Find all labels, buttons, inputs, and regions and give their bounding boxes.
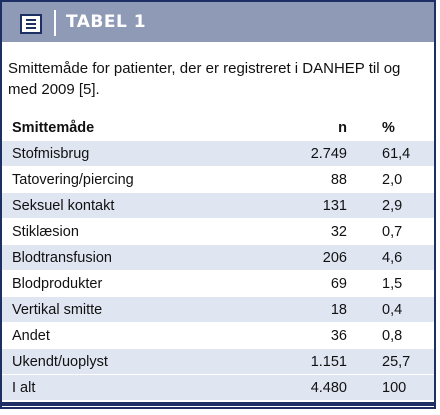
table-header-row: Smittemåde n % bbox=[2, 116, 434, 141]
table-row: Seksuel kontakt 131 2,9 bbox=[2, 192, 434, 219]
row-n: 2.749 bbox=[297, 140, 347, 167]
table-row: Stiklæsion 32 0,7 bbox=[2, 218, 434, 245]
table-title: TABEL 1 bbox=[66, 12, 147, 32]
row-n: 206 bbox=[297, 244, 347, 271]
row-label: Vertikal smitte bbox=[2, 296, 297, 323]
column-header-smittemade: Smittemåde bbox=[12, 120, 95, 136]
row-pct: 0,7 bbox=[347, 218, 434, 245]
table-row: Vertikal smitte 18 0,4 bbox=[2, 296, 434, 323]
row-pct: 61,4 bbox=[347, 140, 434, 167]
row-n: 1.151 bbox=[297, 348, 347, 375]
column-header-n: n bbox=[338, 120, 347, 136]
row-pct: 25,7 bbox=[347, 348, 434, 375]
table-header: TABEL 1 bbox=[2, 2, 434, 42]
row-n: 69 bbox=[297, 270, 347, 297]
table-row: Blodprodukter 69 1,5 bbox=[2, 270, 434, 297]
row-pct: 1,5 bbox=[347, 270, 434, 297]
total-row: I alt 4.480 100 bbox=[2, 374, 434, 400]
row-label: Seksuel kontakt bbox=[2, 192, 297, 219]
bottom-rule bbox=[2, 402, 434, 406]
table-row: Tatovering/piercing 88 2,0 bbox=[2, 166, 434, 193]
row-n: 36 bbox=[297, 322, 347, 349]
total-pct: 100 bbox=[347, 374, 434, 400]
row-label: Stofmisbrug bbox=[2, 140, 297, 167]
row-n: 32 bbox=[297, 218, 347, 245]
document-icon bbox=[20, 14, 42, 34]
row-label: Blodtransfusion bbox=[2, 244, 297, 271]
row-pct: 0,4 bbox=[347, 296, 434, 323]
row-label: Blodprodukter bbox=[2, 270, 297, 297]
total-label: I alt bbox=[2, 374, 297, 400]
row-label: Tatovering/piercing bbox=[2, 166, 297, 193]
table-row: Ukendt/uoplyst 1.151 25,7 bbox=[2, 348, 434, 375]
table-frame bbox=[0, 0, 436, 409]
table-caption: Smittemåde for patienter, der er registr… bbox=[8, 60, 401, 98]
row-n: 131 bbox=[297, 192, 347, 219]
row-n: 18 bbox=[297, 296, 347, 323]
total-n: 4.480 bbox=[297, 374, 347, 400]
column-header-pct: % bbox=[382, 120, 395, 136]
row-label: Andet bbox=[2, 322, 297, 349]
row-pct: 0,8 bbox=[347, 322, 434, 349]
row-n: 88 bbox=[297, 166, 347, 193]
header-separator bbox=[54, 10, 56, 36]
row-label: Ukendt/uoplyst bbox=[2, 348, 297, 375]
row-pct: 4,6 bbox=[347, 244, 434, 271]
table-row: Andet 36 0,8 bbox=[2, 322, 434, 349]
row-label: Stiklæsion bbox=[2, 218, 297, 245]
table-row: Blodtransfusion 206 4,6 bbox=[2, 244, 434, 271]
row-pct: 2,0 bbox=[347, 166, 434, 193]
table-row: Stofmisbrug 2.749 61,4 bbox=[2, 140, 434, 167]
data-table: Smittemåde n % Stofmisbrug 2.749 61,4 Tatov… bbox=[2, 116, 434, 400]
row-pct: 2,9 bbox=[347, 192, 434, 219]
